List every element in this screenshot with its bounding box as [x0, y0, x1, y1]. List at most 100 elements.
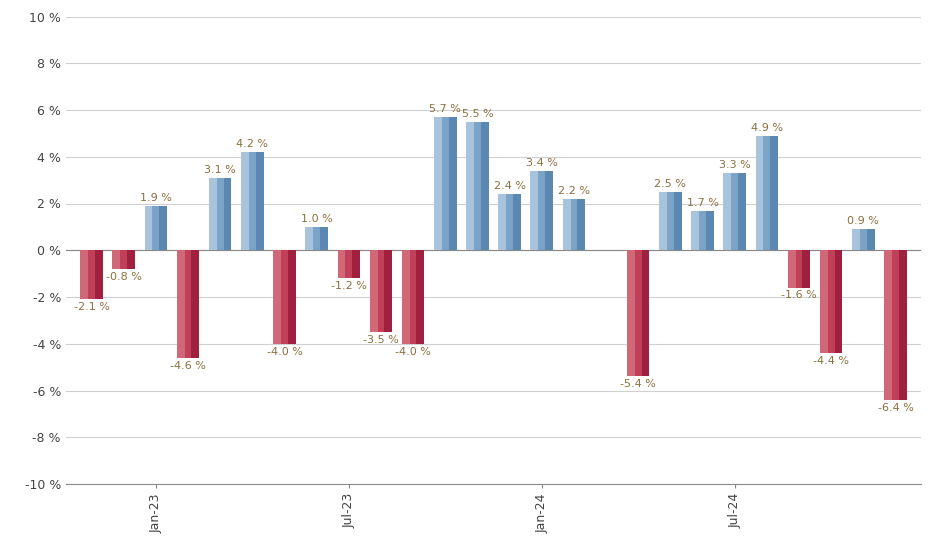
- Bar: [274, 250, 296, 344]
- Bar: [835, 250, 842, 353]
- Bar: [113, 250, 120, 269]
- Bar: [288, 250, 296, 344]
- Text: -4.0 %: -4.0 %: [395, 346, 431, 356]
- Text: 2.5 %: 2.5 %: [654, 179, 686, 189]
- Bar: [352, 250, 360, 278]
- Bar: [577, 199, 585, 250]
- Bar: [498, 194, 521, 250]
- Bar: [448, 117, 457, 250]
- Text: 4.2 %: 4.2 %: [236, 139, 268, 149]
- Bar: [95, 250, 102, 299]
- Bar: [867, 229, 874, 250]
- Text: -2.1 %: -2.1 %: [73, 302, 109, 312]
- Bar: [384, 250, 392, 332]
- Text: 2.4 %: 2.4 %: [494, 182, 525, 191]
- Bar: [466, 122, 489, 250]
- Bar: [113, 250, 135, 269]
- Text: -1.6 %: -1.6 %: [781, 290, 817, 300]
- Bar: [820, 250, 828, 353]
- Bar: [306, 227, 328, 250]
- Bar: [177, 250, 199, 358]
- Text: -4.0 %: -4.0 %: [267, 346, 303, 356]
- Bar: [756, 136, 763, 250]
- Bar: [530, 170, 539, 250]
- Bar: [80, 250, 102, 299]
- Bar: [513, 194, 521, 250]
- Bar: [209, 178, 217, 250]
- Bar: [209, 178, 231, 250]
- Bar: [159, 206, 167, 250]
- Text: -6.4 %: -6.4 %: [878, 403, 914, 412]
- Text: -0.8 %: -0.8 %: [105, 272, 142, 282]
- Bar: [466, 122, 474, 250]
- Bar: [852, 229, 874, 250]
- Bar: [369, 250, 378, 332]
- Bar: [274, 250, 281, 344]
- Bar: [337, 250, 345, 278]
- Bar: [241, 152, 263, 250]
- Bar: [770, 136, 778, 250]
- Bar: [627, 250, 634, 377]
- Bar: [530, 170, 553, 250]
- Bar: [434, 117, 457, 250]
- Bar: [885, 250, 892, 400]
- Bar: [659, 192, 667, 250]
- Bar: [788, 250, 810, 288]
- Bar: [724, 173, 746, 250]
- Bar: [480, 122, 489, 250]
- Bar: [416, 250, 424, 344]
- Text: -4.4 %: -4.4 %: [813, 356, 849, 366]
- Bar: [256, 152, 263, 250]
- Bar: [820, 250, 842, 353]
- Text: 5.7 %: 5.7 %: [430, 104, 462, 114]
- Text: -4.6 %: -4.6 %: [170, 361, 206, 371]
- Bar: [434, 117, 442, 250]
- Bar: [369, 250, 392, 332]
- Bar: [738, 173, 746, 250]
- Bar: [145, 206, 152, 250]
- Text: -1.2 %: -1.2 %: [331, 281, 367, 291]
- Bar: [145, 206, 167, 250]
- Text: 3.4 %: 3.4 %: [525, 158, 557, 168]
- Text: 5.5 %: 5.5 %: [462, 109, 494, 119]
- Bar: [691, 211, 699, 250]
- Bar: [337, 250, 360, 278]
- Bar: [320, 227, 328, 250]
- Bar: [127, 250, 135, 269]
- Bar: [885, 250, 907, 400]
- Bar: [401, 250, 410, 344]
- Text: 3.3 %: 3.3 %: [719, 160, 750, 170]
- Bar: [899, 250, 907, 400]
- Bar: [627, 250, 650, 377]
- Bar: [498, 194, 507, 250]
- Text: 3.1 %: 3.1 %: [204, 165, 236, 175]
- Bar: [241, 152, 249, 250]
- Bar: [401, 250, 424, 344]
- Text: 1.0 %: 1.0 %: [301, 214, 333, 224]
- Bar: [563, 199, 585, 250]
- Bar: [756, 136, 778, 250]
- Bar: [177, 250, 184, 358]
- Bar: [563, 199, 571, 250]
- Text: 1.9 %: 1.9 %: [140, 193, 172, 203]
- Text: 0.9 %: 0.9 %: [847, 216, 879, 227]
- Bar: [80, 250, 88, 299]
- Text: 4.9 %: 4.9 %: [751, 123, 783, 133]
- Bar: [706, 211, 713, 250]
- Bar: [691, 211, 713, 250]
- Bar: [674, 192, 682, 250]
- Bar: [724, 173, 731, 250]
- Bar: [803, 250, 810, 288]
- Bar: [659, 192, 682, 250]
- Bar: [852, 229, 860, 250]
- Text: 2.2 %: 2.2 %: [558, 186, 590, 196]
- Bar: [788, 250, 795, 288]
- Text: 1.7 %: 1.7 %: [686, 197, 718, 208]
- Bar: [224, 178, 231, 250]
- Bar: [306, 227, 313, 250]
- Text: -5.4 %: -5.4 %: [620, 379, 656, 389]
- Text: -3.5 %: -3.5 %: [363, 335, 399, 345]
- Bar: [545, 170, 553, 250]
- Bar: [192, 250, 199, 358]
- Bar: [642, 250, 650, 377]
